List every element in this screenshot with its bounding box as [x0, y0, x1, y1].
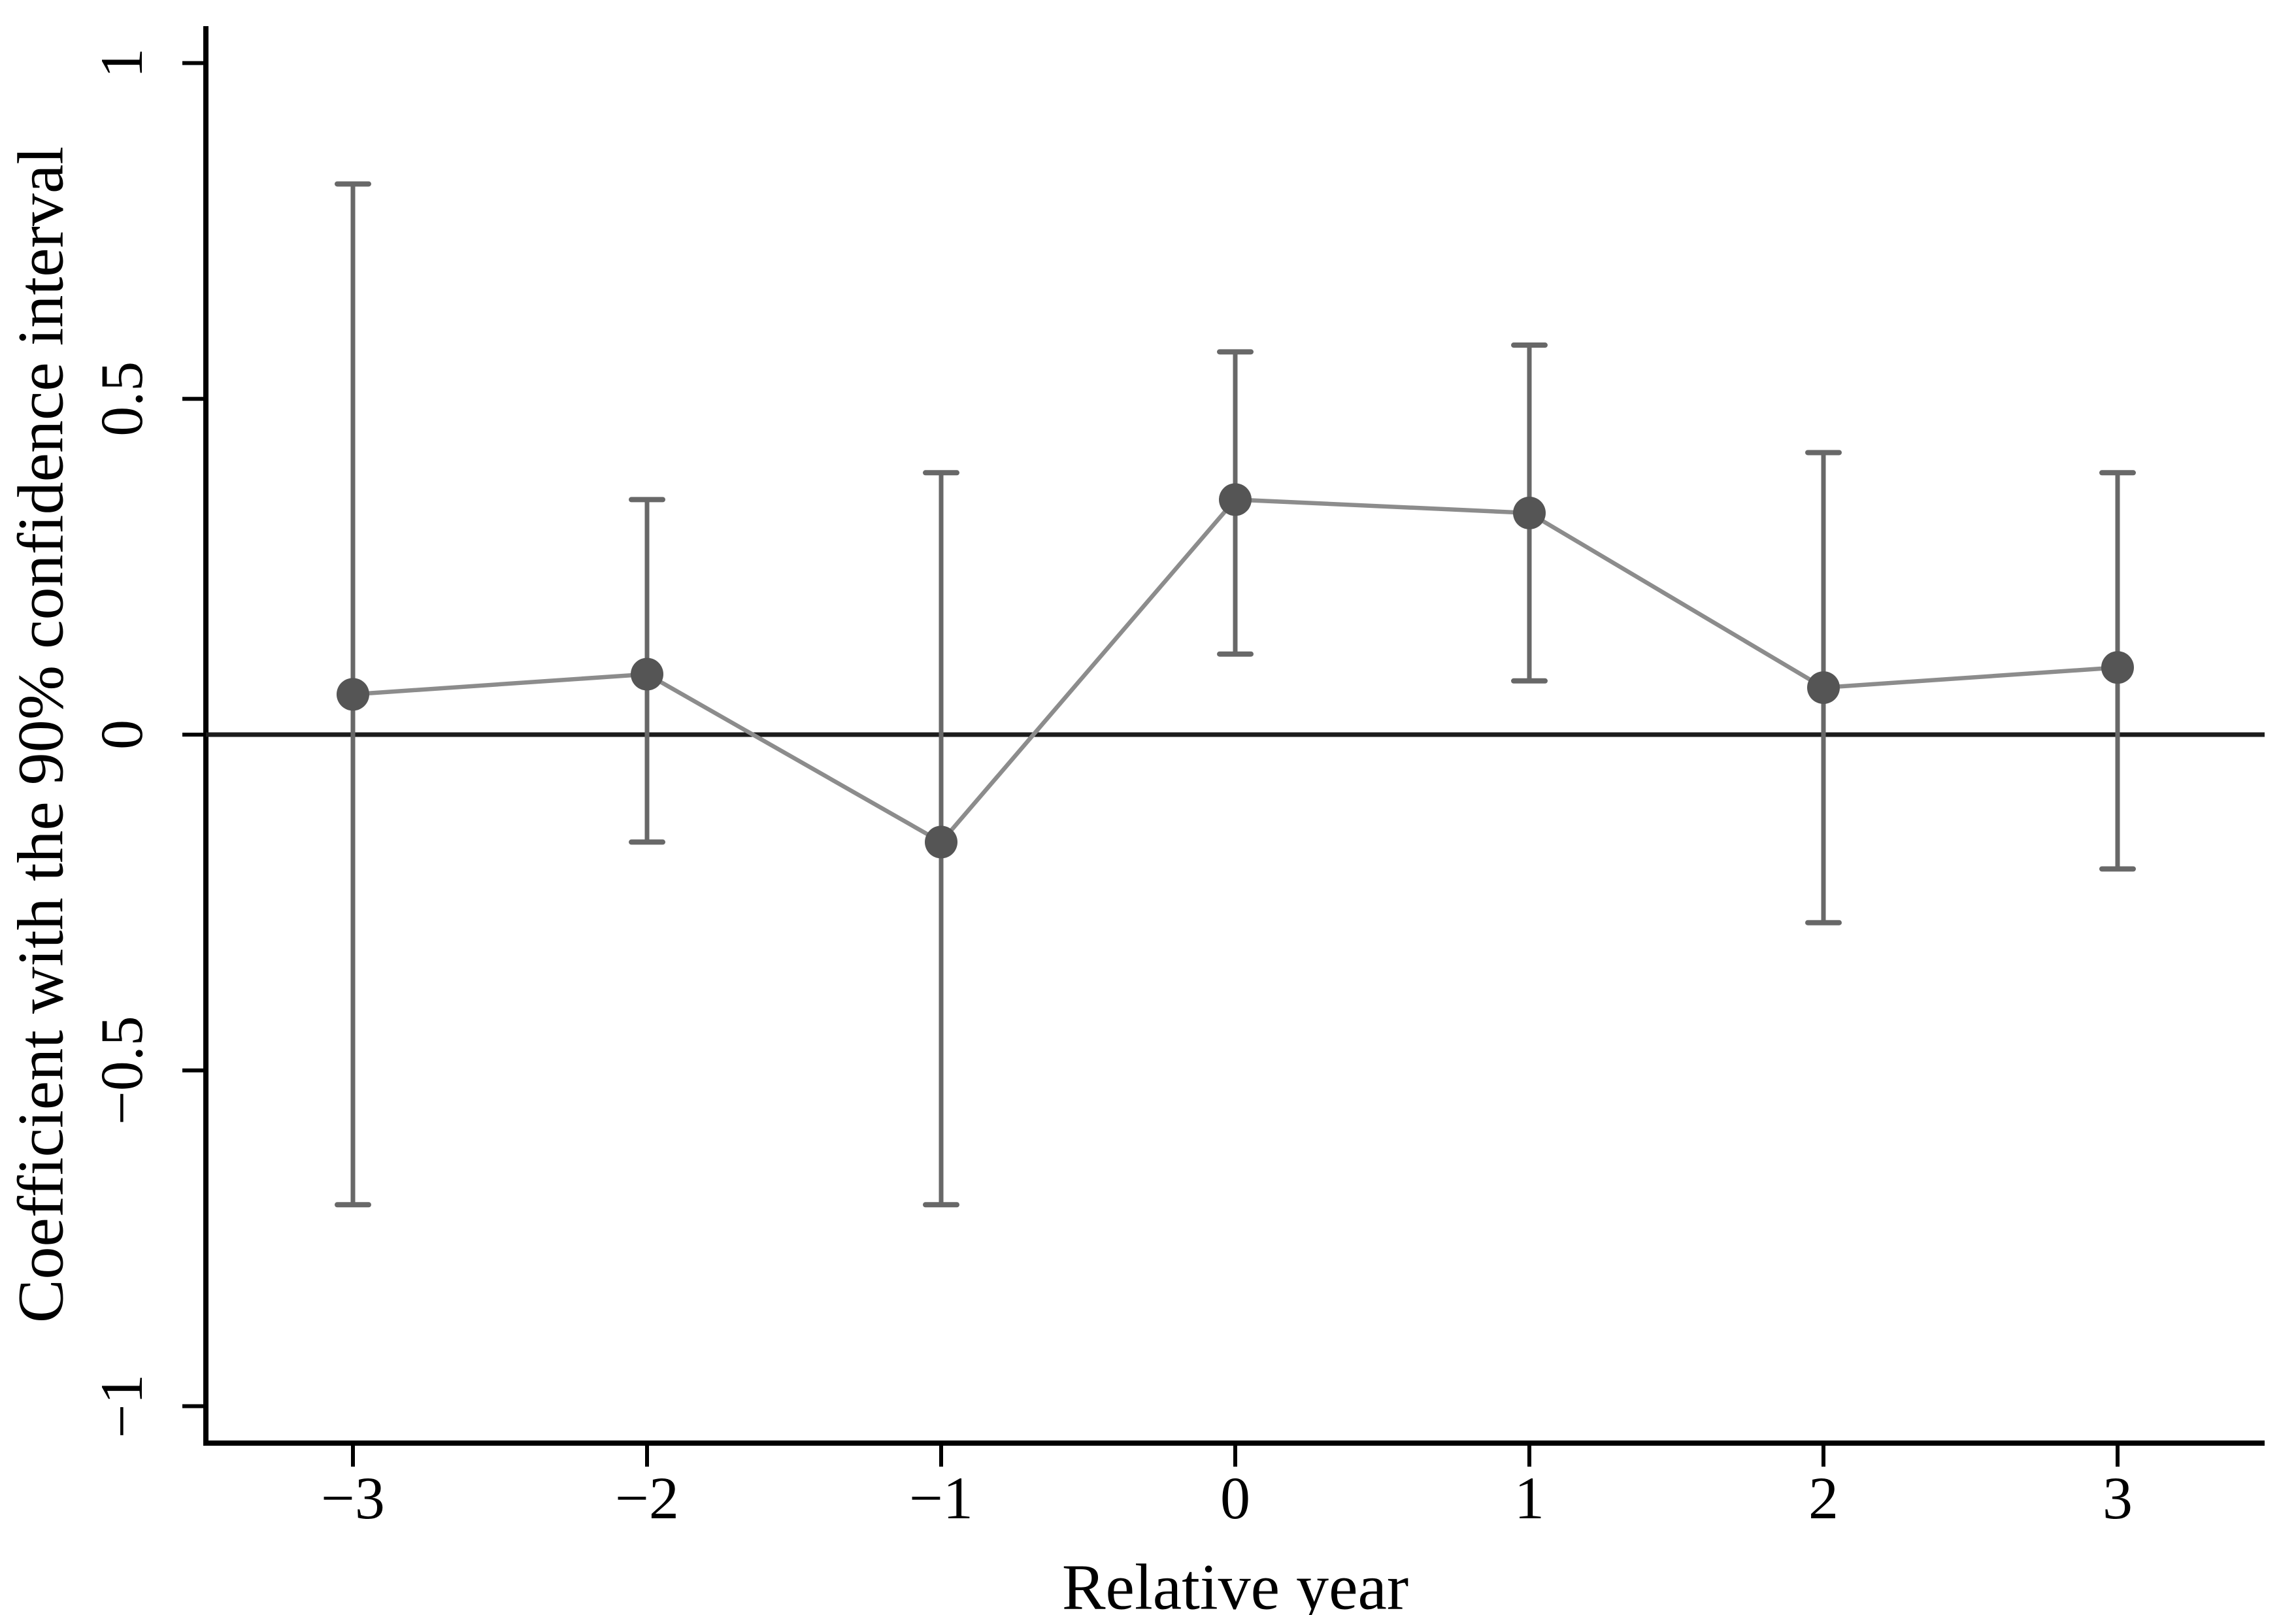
coefficient-marker [2101, 651, 2134, 684]
coefficient-marker [1219, 483, 1252, 516]
y-tick-label: 0.5 [88, 361, 155, 437]
coefficient-marker [1513, 496, 1546, 529]
x-tick-label: −1 [909, 1465, 973, 1531]
x-axis-title: Relative year [1062, 1551, 1408, 1615]
y-tick-label: −0.5 [88, 1016, 155, 1125]
coefficient-marker [631, 658, 663, 691]
y-axis-title: Coefficient with the 90% confidence inte… [5, 146, 77, 1323]
x-tick-label: 1 [1514, 1465, 1544, 1531]
coefficient-marker [337, 678, 369, 711]
x-tick-label: −3 [321, 1465, 385, 1531]
coefficient-marker [925, 825, 957, 859]
y-tick-label: 1 [88, 48, 155, 78]
x-tick-label: 3 [2103, 1465, 2133, 1531]
coefficient-marker [1807, 671, 1840, 705]
y-tick-label: 0 [88, 720, 155, 750]
y-tick-label: −1 [88, 1374, 155, 1439]
x-tick-label: 0 [1220, 1465, 1250, 1531]
x-tick-label: 2 [1808, 1465, 1838, 1531]
plot-area: 1 0.5 0 −0.5 −1 −3 −2 −1 0 1 2 3 [88, 26, 2265, 1531]
x-tick-label: −2 [615, 1465, 679, 1531]
